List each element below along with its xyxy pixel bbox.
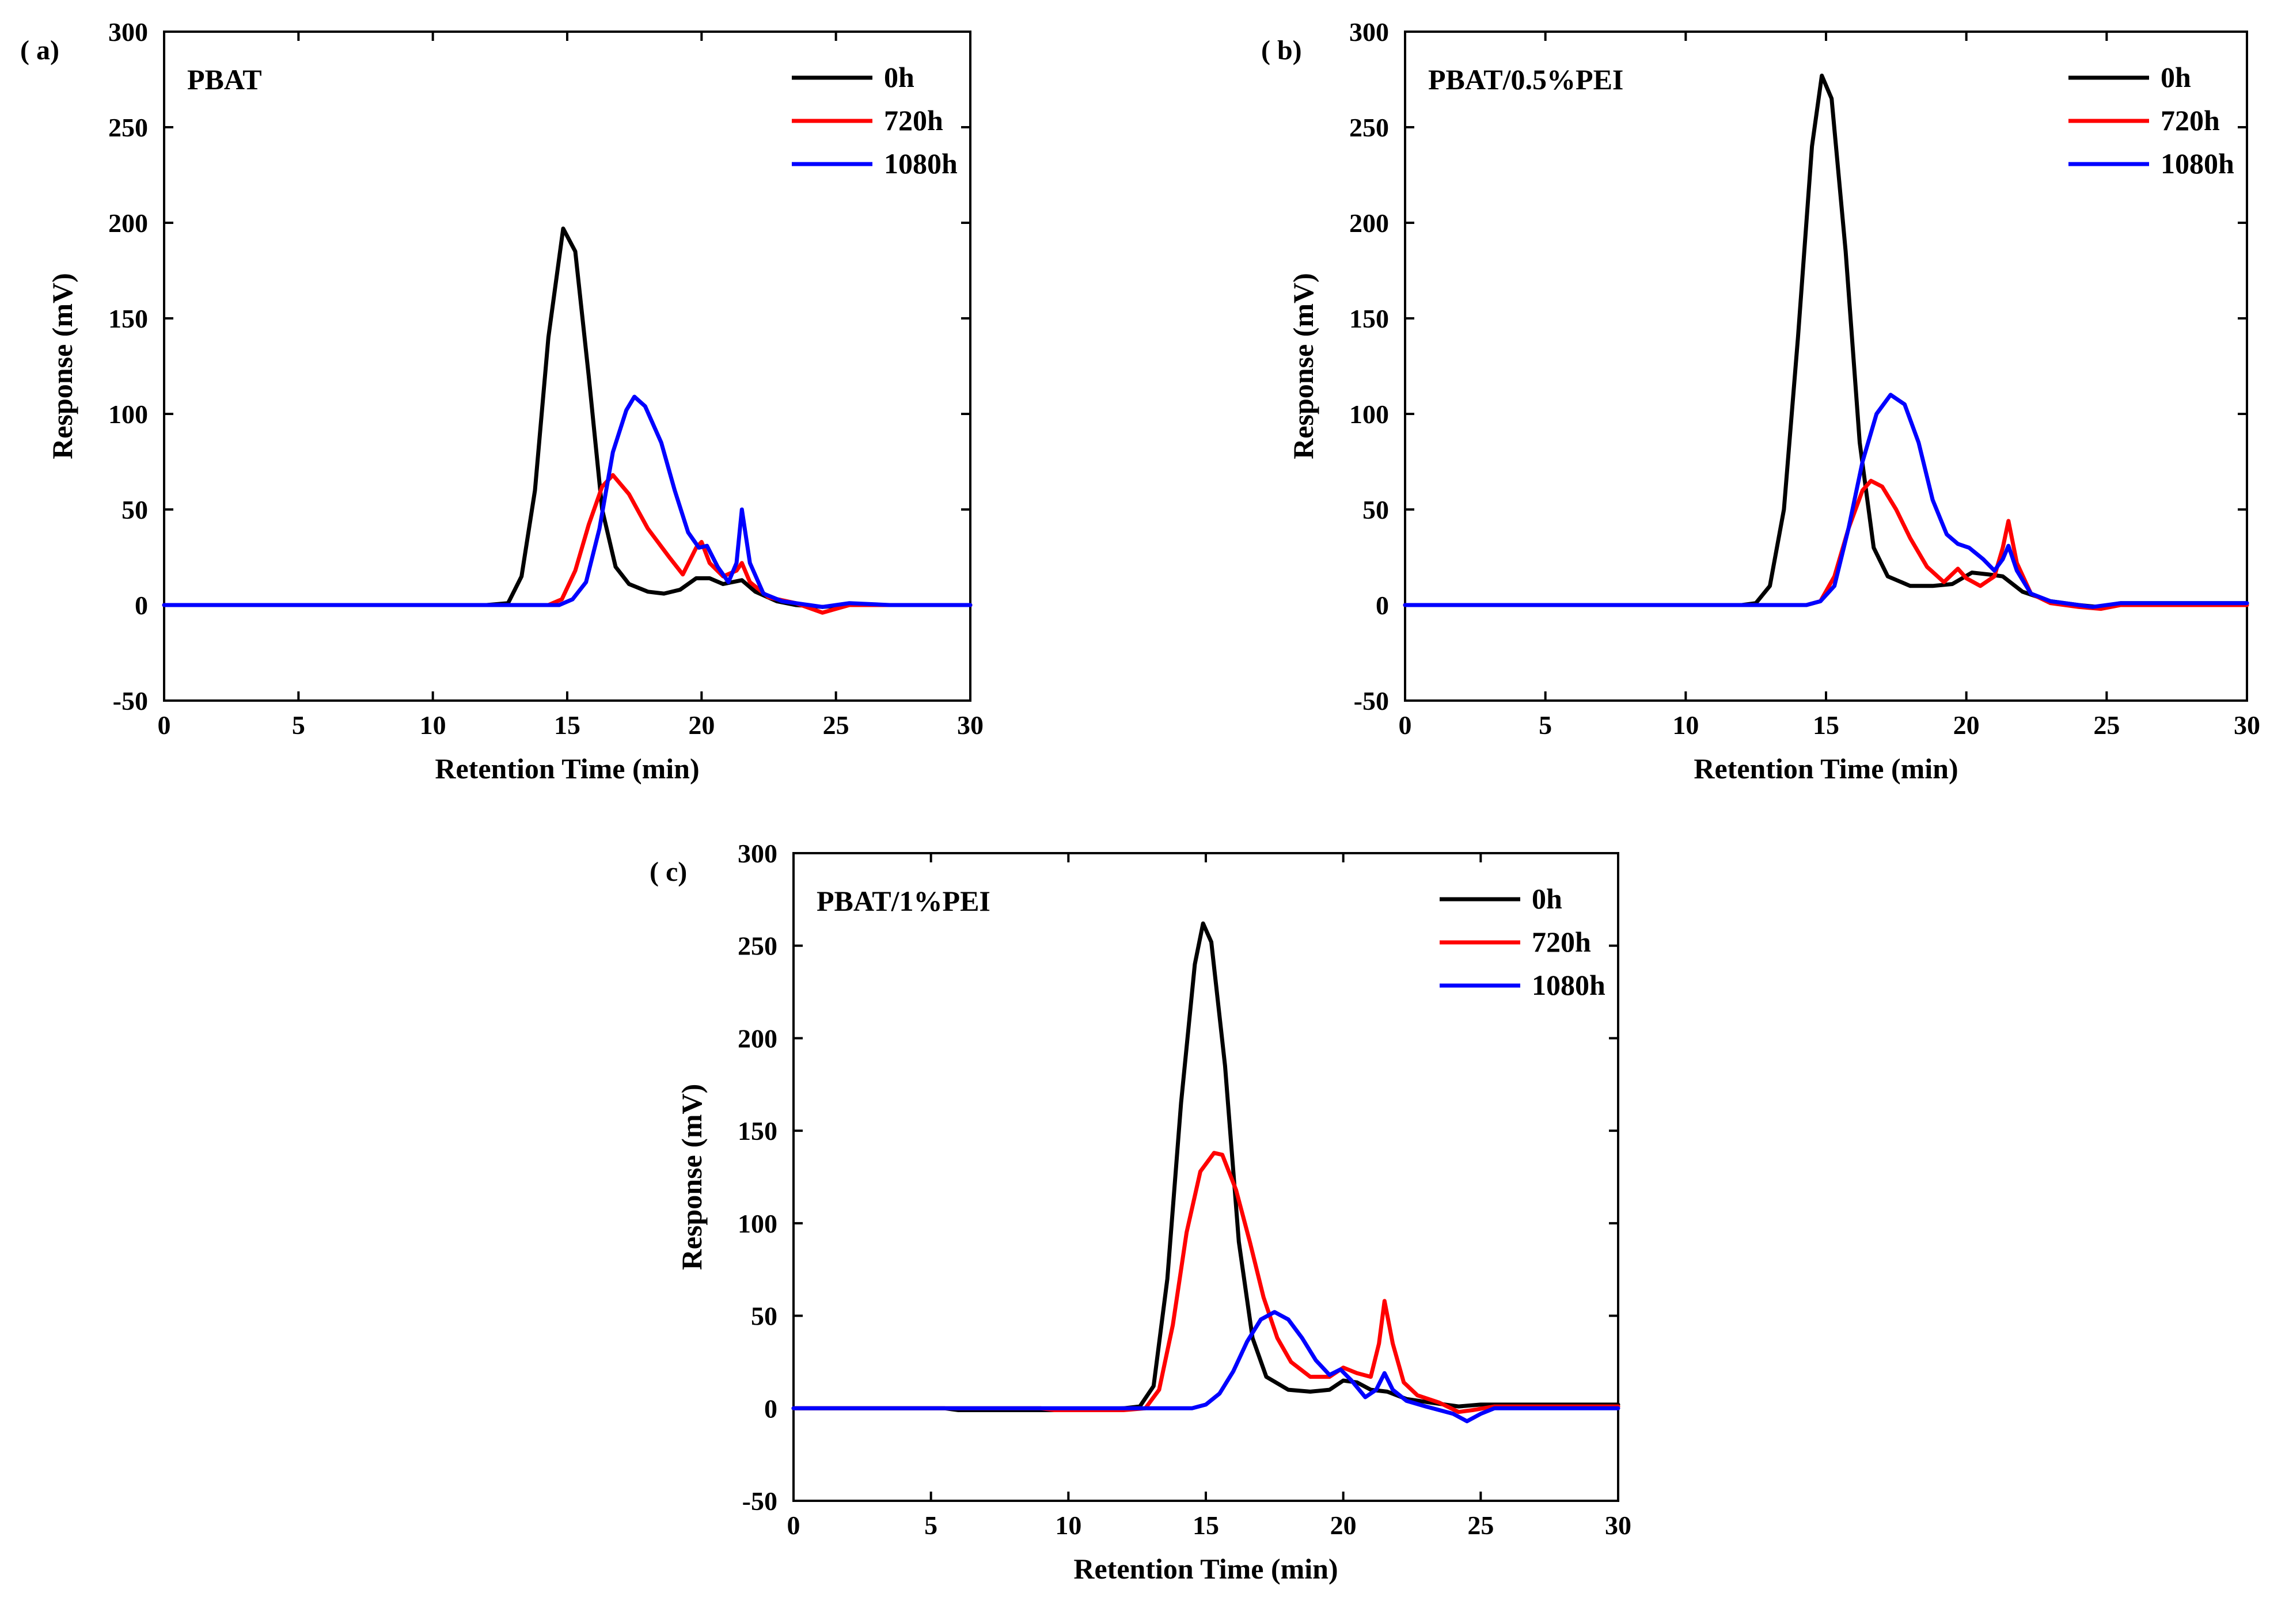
- legend-label: 1080h: [884, 147, 958, 180]
- sample-label: PBAT/1%PEI: [817, 885, 990, 917]
- y-tick-label: 250: [738, 931, 777, 961]
- x-tick-label: 10: [1672, 710, 1699, 740]
- y-tick-label: 0: [1376, 591, 1389, 620]
- series-line-0h: [162, 226, 973, 609]
- series-line-720h: [162, 473, 973, 615]
- x-tick-label: 25: [823, 710, 849, 740]
- y-tick-label: -50: [1354, 686, 1389, 716]
- y-tick-label: 150: [738, 1116, 777, 1146]
- x-tick-label: 5: [924, 1511, 937, 1540]
- panel-label: ( b): [1261, 35, 1302, 66]
- legend-label: 720h: [2161, 104, 2220, 136]
- x-tick-label: 0: [158, 710, 171, 740]
- x-tick-label: 5: [1539, 710, 1552, 740]
- x-tick-label: 5: [292, 710, 305, 740]
- series-line-1080h: [791, 1310, 1620, 1424]
- y-tick-label: 300: [738, 839, 777, 868]
- y-tick-label: 250: [108, 113, 148, 142]
- y-tick-label: 50: [1362, 495, 1389, 524]
- y-tick-label: 0: [764, 1394, 777, 1423]
- plot-frame: [1404, 31, 2248, 702]
- y-tick-label: 200: [108, 208, 148, 238]
- y-tick-label: 200: [738, 1024, 777, 1053]
- chart-panel-1: 0 5 10 15 20 25 30 300 250 200 150 100 50 0 -50 Retenti…: [20, 17, 984, 785]
- y-tick-label: 50: [751, 1302, 777, 1331]
- y-tick-label: 150: [108, 304, 148, 333]
- x-axis-title: Retention Time (min): [1073, 1553, 1338, 1585]
- series-line-1080h: [1403, 393, 2249, 609]
- series-line-0h: [1403, 73, 2249, 609]
- y-axis-title: Response (mV): [675, 1084, 708, 1271]
- x-tick-label: 10: [1055, 1511, 1081, 1540]
- x-tick-label: 30: [2234, 710, 2260, 740]
- sample-label: PBAT/0.5%PEI: [1428, 63, 1623, 96]
- x-tick-label: 30: [1605, 1511, 1631, 1540]
- y-tick-label: 100: [738, 1209, 777, 1238]
- x-axis-title: Retention Time (min): [1694, 752, 1958, 785]
- y-tick-label: 100: [108, 400, 148, 429]
- y-tick-label: -50: [113, 686, 148, 716]
- sample-label: PBAT: [187, 63, 262, 96]
- y-tick-label: 50: [122, 495, 148, 524]
- x-tick-label: 20: [1330, 1511, 1357, 1540]
- y-tick-label: 300: [108, 17, 148, 47]
- y-tick-label: 150: [1349, 304, 1389, 333]
- series-line-720h: [1403, 478, 2249, 611]
- y-axis-title: Response (mV): [1287, 273, 1319, 459]
- legend-label: 720h: [1532, 926, 1591, 958]
- x-tick-label: 15: [1193, 1511, 1219, 1540]
- x-axis-title: Retention Time (min): [435, 752, 699, 785]
- legend-label: 720h: [884, 104, 943, 136]
- series-line-720h: [791, 1151, 1620, 1414]
- x-tick-label: 25: [1467, 1511, 1494, 1540]
- y-tick-label: 100: [1349, 400, 1389, 429]
- x-tick-label: 30: [957, 710, 984, 740]
- x-tick-label: 20: [1953, 710, 1980, 740]
- chart-panel-2: 0 5 10 15 20 25 30 300 250 200 150 100 50 0 -50 Retenti…: [1261, 17, 2260, 785]
- x-tick-label: 20: [688, 710, 715, 740]
- legend-label: 0h: [2161, 61, 2191, 93]
- x-tick-label: 0: [1399, 710, 1412, 740]
- panel-label: ( a): [20, 35, 59, 66]
- y-tick-label: 200: [1349, 208, 1389, 238]
- panel-label: ( c): [650, 857, 687, 887]
- y-axis-title: Response (mV): [46, 273, 78, 459]
- chart-panel-3: 0 5 10 15 20 25 30 300 250 200 150 100 50 0 -50 Retenti…: [650, 839, 1631, 1585]
- legend-label: 1080h: [1532, 969, 1605, 1001]
- y-tick-label: 0: [135, 591, 148, 620]
- x-tick-label: 0: [787, 1511, 800, 1540]
- x-tick-label: 15: [1813, 710, 1839, 740]
- y-tick-label: 250: [1349, 113, 1389, 142]
- x-tick-label: 15: [554, 710, 580, 740]
- y-tick-label: 300: [1349, 17, 1389, 47]
- x-tick-label: 10: [420, 710, 446, 740]
- legend-label: 0h: [1532, 883, 1562, 915]
- legend-label: 1080h: [2161, 147, 2234, 180]
- series-line-1080h: [162, 394, 973, 609]
- x-tick-label: 25: [2093, 710, 2120, 740]
- legend-label: 0h: [884, 61, 914, 93]
- y-tick-label: -50: [742, 1486, 777, 1516]
